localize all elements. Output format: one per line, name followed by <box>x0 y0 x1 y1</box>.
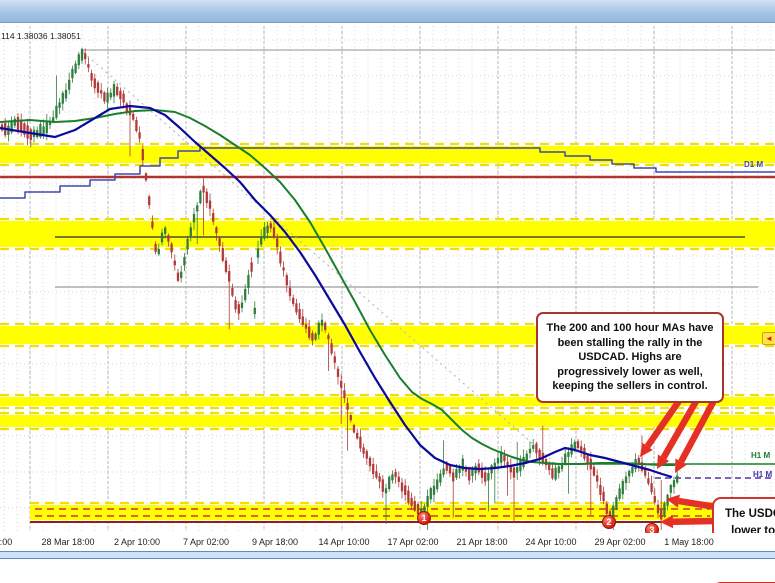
support-resistance-band <box>0 326 775 344</box>
time-axis-label: 2 Apr 10:00 <box>113 537 161 547</box>
support-resistance-band <box>0 221 775 247</box>
time-axis-label: 14 Apr 10:00 <box>318 537 370 547</box>
red-arrow-head <box>660 515 674 529</box>
time-axis-label: 9 Apr 18:00 <box>251 537 299 547</box>
ma-100-hour <box>0 109 675 466</box>
time-axis-label: 1 May 18:00 <box>664 537 714 547</box>
red-arrow-head <box>666 494 680 508</box>
time-axis-label: 29 Apr 02:00 <box>594 537 646 547</box>
time-axis-label: 21 Apr 18:00 <box>456 537 508 547</box>
time-axis-label: 17 Apr 02:00 <box>387 537 439 547</box>
time-axis-label: 7 Apr 02:00 <box>182 537 230 547</box>
chart-canvas[interactable] <box>0 23 775 533</box>
window-title-bar[interactable] <box>0 0 775 23</box>
red-arrow-shaft <box>678 497 717 511</box>
red-arrow-head <box>675 458 687 473</box>
support-resistance-band <box>0 415 775 427</box>
red-arrow-shaft <box>678 391 721 464</box>
price-chart[interactable] <box>0 23 775 533</box>
ma-200-hour <box>0 104 673 479</box>
red-arrow-head <box>640 442 653 457</box>
time-axis-label: :00 <box>0 537 13 547</box>
red-arrow-shaft <box>672 517 717 526</box>
trendline <box>82 51 564 471</box>
time-axis-label: 28 Mar 18:00 <box>41 537 95 547</box>
window-lower-margin <box>0 559 775 582</box>
time-axis: :00 28 Mar 18:00 2 Apr 10:00 7 Apr 02:00 9 A… <box>0 533 775 551</box>
time-axis-label: 24 Apr 10:00 <box>525 537 577 547</box>
red-arrow-head <box>657 454 670 469</box>
horizontal-scrollbar[interactable] <box>0 551 775 559</box>
support-resistance-band <box>0 397 775 406</box>
d1-ma-line <box>0 147 775 199</box>
